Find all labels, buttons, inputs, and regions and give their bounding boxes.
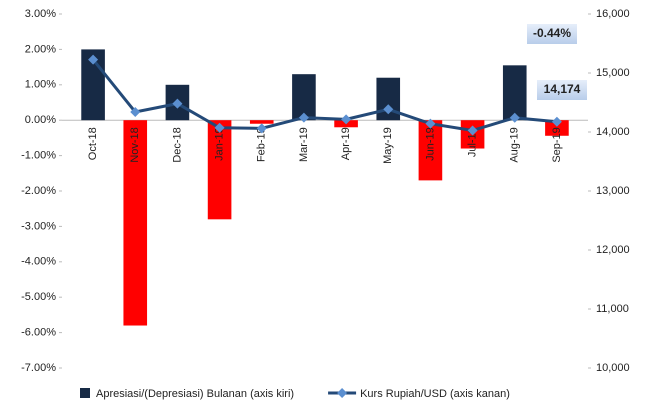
- legend-marker: [337, 388, 348, 398]
- y-tick-label: -7.00%: [21, 362, 56, 374]
- marker: [88, 54, 99, 65]
- marker: [298, 112, 309, 123]
- marker: [214, 122, 225, 133]
- bar: [292, 74, 316, 121]
- bar: [249, 120, 274, 124]
- bar: [123, 120, 148, 326]
- annotation-box: [537, 80, 587, 100]
- annotation-box: [527, 24, 577, 44]
- y-tick-label: -1.00%: [21, 150, 56, 162]
- bar: [207, 120, 232, 220]
- x-tick-label: Jun-19: [424, 127, 436, 161]
- x-tick-label: Sep-19: [551, 127, 563, 162]
- x-tick-label: Jan-19: [213, 127, 225, 161]
- y-tick-label: 2.00%: [25, 43, 56, 55]
- x-tick-label: May-19: [382, 127, 394, 164]
- marker: [383, 104, 394, 115]
- y-tick-label: 1.00%: [25, 79, 56, 91]
- bar: [418, 120, 443, 181]
- marker: [425, 118, 436, 129]
- legend-label: Apresiasi/(Depresiasi) Bulanan (axis kir…: [96, 388, 294, 400]
- marker: [551, 116, 562, 127]
- x-tick-label: Aug-19: [509, 127, 521, 162]
- marker: [256, 123, 267, 134]
- bar: [502, 65, 527, 121]
- legend-swatch: [80, 388, 90, 398]
- legend-label: Kurs Rupiah/USD (axis kanan): [360, 388, 510, 400]
- marker: [172, 98, 183, 109]
- y2-tick-label: 12,000: [596, 244, 630, 256]
- x-tick-label: Feb-19: [256, 127, 268, 162]
- marker: [509, 112, 520, 123]
- y-tick-label: 0.00%: [25, 114, 56, 126]
- x-tick-label: Apr-19: [340, 127, 352, 160]
- y-tick-label: -2.00%: [21, 185, 56, 197]
- y-tick-label: -3.00%: [21, 220, 56, 232]
- value-label: 14,174: [544, 82, 581, 96]
- y-tick-label: -6.00%: [21, 327, 56, 339]
- x-tick-label: Mar-19: [298, 127, 310, 162]
- x-tick-label: Jul-19: [466, 127, 478, 157]
- y-tick-label: -4.00%: [21, 256, 56, 268]
- line: [91, 58, 558, 133]
- y-tick-label: -5.00%: [21, 291, 56, 303]
- y2-tick-label: 10,000: [596, 362, 630, 374]
- marker: [467, 125, 478, 136]
- x-tick-label: Nov-18: [129, 127, 141, 162]
- y2-tick-label: 16,000: [596, 8, 630, 20]
- bar: [545, 120, 569, 136]
- x-tick-label: Dec-18: [171, 127, 183, 162]
- y2-tick-label: 13,000: [596, 185, 630, 197]
- y2-tick-label: 11,000: [596, 303, 629, 315]
- value-label: -0.44%: [533, 26, 571, 40]
- marker: [341, 114, 352, 125]
- x-tick-label: Oct-18: [87, 127, 99, 160]
- y2-tick-label: 15,000: [596, 67, 630, 79]
- y2-tick-label: 14,000: [596, 126, 630, 138]
- y-tick-label: 3.00%: [25, 8, 56, 20]
- marker: [130, 106, 141, 117]
